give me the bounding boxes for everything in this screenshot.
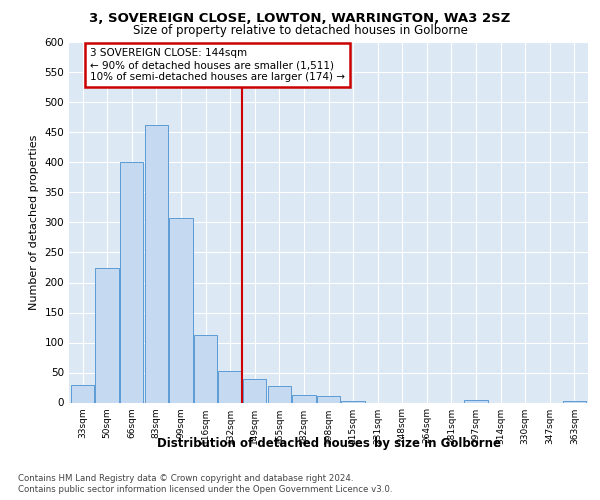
- Y-axis label: Number of detached properties: Number of detached properties: [29, 135, 39, 310]
- Text: 3 SOVEREIGN CLOSE: 144sqm
← 90% of detached houses are smaller (1,511)
10% of se: 3 SOVEREIGN CLOSE: 144sqm ← 90% of detac…: [90, 48, 345, 82]
- Text: Distribution of detached houses by size in Golborne: Distribution of detached houses by size …: [157, 438, 501, 450]
- Bar: [317, 396, 340, 402]
- Bar: [71, 384, 94, 402]
- Bar: [120, 162, 143, 402]
- Bar: [243, 378, 266, 402]
- Text: Contains public sector information licensed under the Open Government Licence v3: Contains public sector information licen…: [18, 485, 392, 494]
- Bar: [292, 394, 316, 402]
- Text: Size of property relative to detached houses in Golborne: Size of property relative to detached ho…: [133, 24, 467, 37]
- Bar: [145, 126, 168, 402]
- Bar: [464, 400, 488, 402]
- Bar: [218, 372, 242, 402]
- Bar: [194, 336, 217, 402]
- Text: 3, SOVEREIGN CLOSE, LOWTON, WARRINGTON, WA3 2SZ: 3, SOVEREIGN CLOSE, LOWTON, WARRINGTON, …: [89, 12, 511, 26]
- Text: Contains HM Land Registry data © Crown copyright and database right 2024.: Contains HM Land Registry data © Crown c…: [18, 474, 353, 483]
- Bar: [169, 218, 193, 402]
- Bar: [268, 386, 291, 402]
- Bar: [95, 268, 119, 402]
- Bar: [341, 400, 365, 402]
